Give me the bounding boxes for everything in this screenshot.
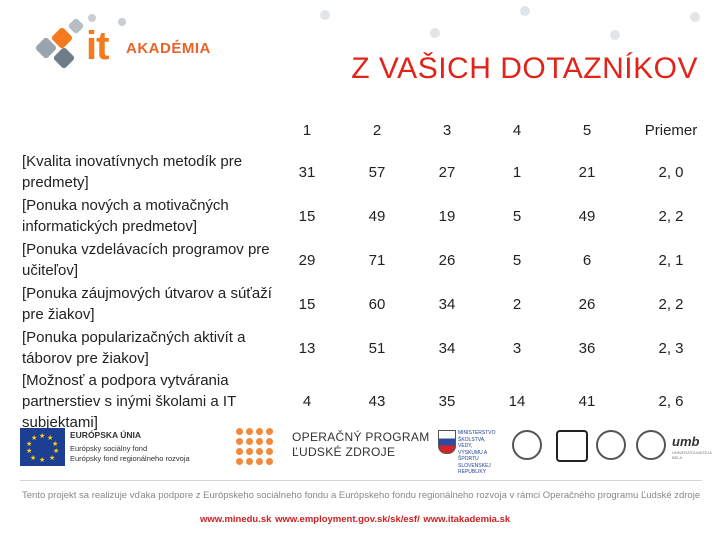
cell-value: 34 [438, 295, 456, 313]
cell-average: 2, 1 [658, 251, 684, 269]
cell-value: 51 [368, 339, 386, 357]
table-row: [Ponuka záujmových útvarov a súťaží pre … [20, 282, 720, 326]
cell-value: 31 [298, 163, 316, 181]
cell-value: 1 [512, 163, 522, 181]
cell-value: 41 [578, 393, 596, 410]
decor-person-icon [610, 30, 620, 40]
tuke-logo-icon [556, 430, 588, 462]
cell-value: 49 [578, 207, 596, 225]
cell-value: 3 [512, 339, 522, 357]
eu-fund-social: Európsky sociálny fond [70, 444, 148, 453]
cell-value: 35 [438, 393, 456, 410]
cell-average: 2, 2 [658, 295, 684, 313]
cell-value: 15 [298, 207, 316, 225]
cell-value: 21 [578, 163, 596, 181]
header-cell: 3 [442, 121, 452, 139]
header-cell: 1 [302, 121, 312, 139]
decor-person-icon [690, 12, 700, 22]
op-line1: OPERAČNÝ PROGRAM [292, 430, 430, 444]
header-empty-cell [20, 110, 272, 150]
row-label: [Ponuka vzdelávacích programov pre učite… [22, 241, 270, 279]
header-decoration [280, 0, 720, 55]
decor-person-icon [520, 6, 530, 16]
decor-person-icon [320, 10, 330, 20]
slovak-coat-of-arms-icon [438, 430, 456, 454]
eu-fund-regional: Európsky fond regionálneho rozvoja [70, 454, 190, 463]
eu-title: EURÓPSKA ÚNIA [70, 430, 141, 440]
row-label: [Ponuka nových a motivačných informatick… [22, 197, 229, 235]
cell-value: 4 [302, 393, 312, 410]
cell-value: 14 [508, 393, 526, 410]
row-label: [Ponuka popularizačných aktivít a táboro… [22, 329, 246, 367]
cell-value: 2 [512, 295, 522, 313]
umb-logo-text: umb [672, 434, 700, 449]
cell-value: 5 [512, 251, 522, 269]
cell-value: 15 [298, 295, 316, 313]
cell-value: 13 [298, 339, 316, 357]
op-text-block: OPERAČNÝ PROGRAM ĽUDSKÉ ZDROJE [292, 430, 430, 460]
cell-value: 49 [368, 207, 386, 225]
footer-divider [20, 480, 702, 481]
table-header-row: 1 2 3 4 5 Priemer [20, 110, 720, 150]
cell-average: 2, 0 [658, 163, 684, 181]
project-statement: Tento projekt sa realizuje vďaka podpore… [22, 490, 701, 501]
logo-dot [88, 14, 96, 22]
university-seal-icon [636, 430, 666, 460]
cell-value: 27 [438, 163, 456, 181]
header-cell-average: Priemer [644, 121, 698, 139]
umb-subtitle: UNIVERZITA MATEJA BELA [672, 450, 712, 460]
logo-it-text: it [86, 24, 109, 68]
header-cell: 2 [372, 121, 382, 139]
logo-cube-shape [52, 46, 76, 70]
cell-average: 2, 3 [658, 339, 684, 357]
university-seal-icon [512, 430, 542, 460]
footer: ★ ★ ★ ★ ★ ★ ★ ★ ★ ★ EURÓPSKA ÚNIA Európs… [0, 400, 720, 540]
cell-value: 6 [582, 251, 592, 269]
header-cell: 4 [512, 121, 522, 139]
table-row: [Možnosť a podpora vytvárania partnersti… [20, 370, 720, 433]
cell-value: 19 [438, 207, 456, 225]
cell-value: 43 [368, 393, 386, 410]
it-akademia-logo: it AKADÉMIA [18, 12, 218, 72]
cell-value: 29 [298, 251, 316, 269]
cell-average: 2, 6 [658, 393, 684, 410]
cell-value: 71 [368, 251, 386, 269]
op-dots-logo-icon [236, 428, 280, 472]
op-line2: ĽUDSKÉ ZDROJE [292, 445, 396, 459]
header-cell: 5 [582, 121, 592, 139]
cell-value: 26 [438, 251, 456, 269]
cell-value: 57 [368, 163, 386, 181]
ministry-text: MINISTERSTVO ŠKOLSTVA, VEDY, VÝSKUMU A Š… [458, 430, 496, 475]
cell-value: 26 [578, 295, 596, 313]
row-label: [Ponuka záujmových útvarov a súťaží pre … [22, 285, 272, 323]
footer-urls: www.minedu.sk www.employment.gov.sk/sk/e… [200, 514, 511, 525]
cell-value: 60 [368, 295, 386, 313]
university-seal-icon [596, 430, 626, 460]
table-row: [Kvalita inovatívnych metodík pre predme… [20, 150, 720, 194]
eu-flag-icon: ★ ★ ★ ★ ★ ★ ★ ★ ★ ★ [20, 428, 65, 466]
table-row: [Ponuka vzdelávacích programov pre učite… [20, 238, 720, 282]
logo-dot [118, 18, 126, 26]
cell-value: 5 [512, 207, 522, 225]
cell-average: 2, 2 [658, 207, 684, 225]
survey-results-table: 1 2 3 4 5 Priemer [Kvalita inovatívnych … [20, 110, 720, 433]
page-title: Z VAŠICH DOTAZNÍKOV [351, 52, 698, 85]
row-label: [Možnosť a podpora vytvárania partnersti… [22, 372, 236, 431]
decor-person-icon [430, 28, 440, 38]
eu-text-block: EURÓPSKA ÚNIA Európsky sociálny fond Eur… [70, 430, 190, 464]
table-row: [Ponuka popularizačných aktivít a táboro… [20, 326, 720, 370]
logo-akademia-text: AKADÉMIA [126, 40, 211, 57]
cell-value: 34 [438, 339, 456, 357]
cell-value: 36 [578, 339, 596, 357]
logo-cube-shape [67, 17, 85, 35]
table-row: [Ponuka nových a motivačných informatick… [20, 194, 720, 238]
row-label: [Kvalita inovatívnych metodík pre predme… [22, 153, 243, 191]
